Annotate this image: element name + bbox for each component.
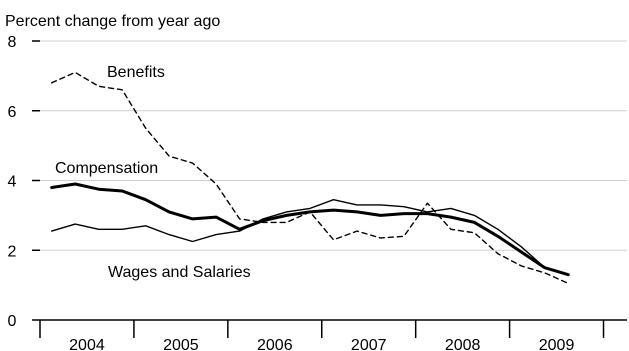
- series-label-benefits: Benefits: [107, 64, 165, 81]
- series-lines: [50, 71, 570, 285]
- y-tick-label-4: 4: [8, 174, 17, 191]
- y-tick-label-2: 2: [8, 243, 17, 260]
- series-labels: Benefits Compensation Wages and Salaries: [55, 64, 251, 281]
- y-axis-title: Percent change from year ago: [5, 13, 220, 30]
- y-tick-label-8: 8: [8, 34, 17, 51]
- x-tick-label-2005: 2005: [163, 337, 199, 351]
- x-tick-label-2004: 2004: [69, 337, 105, 351]
- x-tick-label-2009: 2009: [539, 337, 575, 351]
- y-tick-label-6: 6: [8, 104, 17, 121]
- y-tick-labels: 0 2 4 6 8: [8, 34, 40, 330]
- series-line-wages-and-salaries: [51, 198, 569, 276]
- x-axis: 2004 2005 2006 2007 2008 2009: [39, 319, 627, 351]
- x-tick-label-2008: 2008: [445, 337, 481, 351]
- series-label-wages: Wages and Salaries: [108, 264, 251, 281]
- gridlines: [40, 40, 627, 251]
- series-line-benefits: [51, 71, 569, 285]
- y-tick-label-0: 0: [8, 313, 17, 330]
- x-tick-label-2007: 2007: [351, 337, 387, 351]
- series-line-compensation: [50, 182, 570, 277]
- x-tick-label-2006: 2006: [257, 337, 293, 351]
- series-label-compensation: Compensation: [55, 160, 158, 177]
